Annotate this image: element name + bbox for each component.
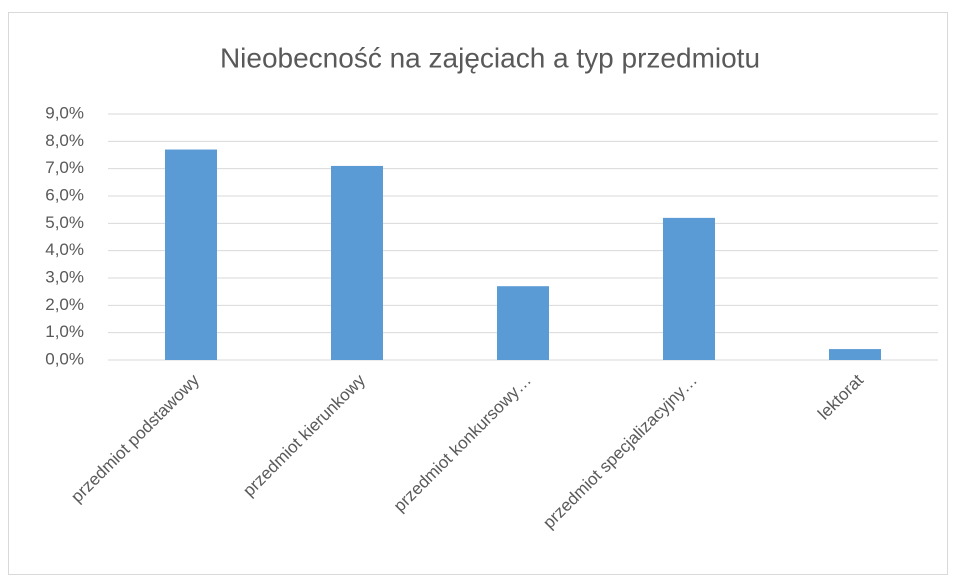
chart-border <box>8 12 948 575</box>
y-tick-label: 4,0% <box>45 240 84 259</box>
bar <box>829 349 881 360</box>
y-tick-label: 6,0% <box>45 185 84 204</box>
y-tick-label: 5,0% <box>45 213 84 232</box>
y-tick-label: 1,0% <box>45 322 84 341</box>
y-tick-label: 3,0% <box>45 267 84 286</box>
y-tick-label: 9,0% <box>45 103 84 122</box>
bar <box>165 149 217 360</box>
bar <box>331 165 383 360</box>
chart-title: Nieobecność na zajęciach a typ przedmiot… <box>220 42 760 73</box>
y-tick-label: 8,0% <box>45 131 84 150</box>
y-tick-label: 7,0% <box>45 158 84 177</box>
bar <box>497 286 549 360</box>
bar <box>663 217 715 360</box>
y-tick-label: 2,0% <box>45 295 84 314</box>
y-tick-label: 0,0% <box>45 349 84 368</box>
